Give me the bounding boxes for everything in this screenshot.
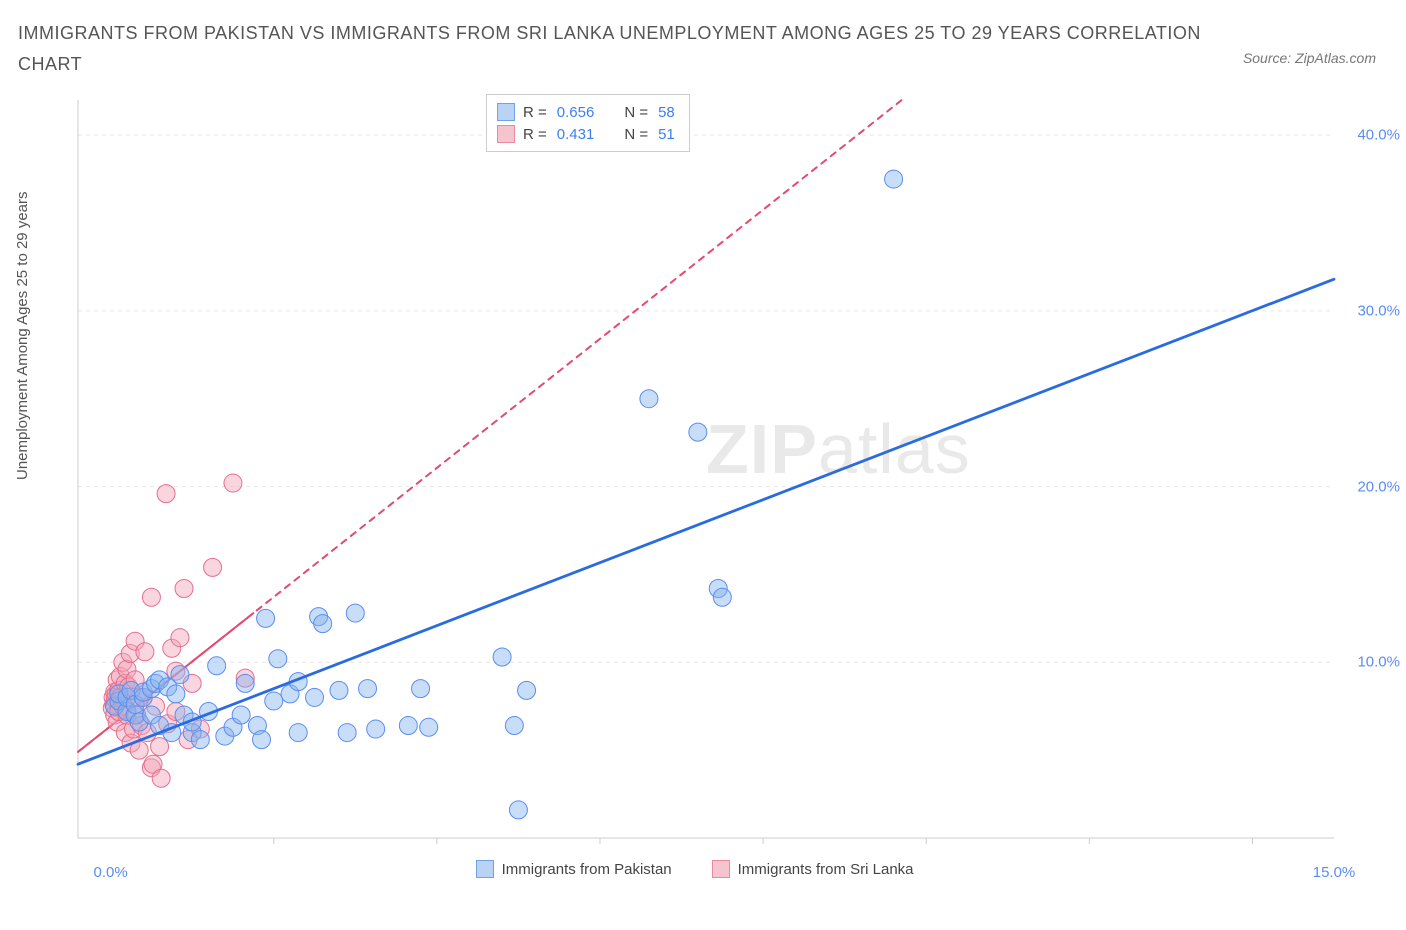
- legend-swatch: [497, 103, 515, 121]
- legend-n-label: N =: [624, 104, 648, 121]
- chart-title: IMMIGRANTS FROM PAKISTAN VS IMMIGRANTS F…: [18, 18, 1246, 79]
- legend-item: Immigrants from Pakistan: [476, 860, 672, 878]
- legend-item: Immigrants from Sri Lanka: [712, 860, 914, 878]
- legend-n-label: N =: [624, 126, 648, 143]
- legend-r-value: 0.656: [557, 104, 595, 121]
- legend-correlation: R = 0.656 N = 58 R = 0.431 N = 51: [486, 94, 690, 152]
- legend-r-value: 0.431: [557, 126, 595, 143]
- legend-label: Immigrants from Sri Lanka: [738, 861, 914, 878]
- y-tick-label: 20.0%: [1357, 478, 1400, 495]
- y-tick-label: 30.0%: [1357, 302, 1400, 319]
- legend-series: Immigrants from Pakistan Immigrants from …: [476, 860, 914, 878]
- x-tick-label: 0.0%: [94, 864, 128, 881]
- legend-swatch: [497, 125, 515, 143]
- scatter-chart-svg: [66, 90, 1346, 850]
- legend-r-label: R =: [523, 104, 547, 121]
- x-tick-label: 15.0%: [1313, 864, 1356, 881]
- chart-area: ZIPatlas R =0.656N =58R =0.431N =51 Immi…: [66, 90, 1346, 850]
- legend-row: R = 0.656 N = 58: [497, 101, 675, 123]
- legend-swatch: [712, 860, 730, 878]
- legend-r-label: R =: [523, 126, 547, 143]
- legend-label: Immigrants from Pakistan: [502, 861, 672, 878]
- source-credit: Source: ZipAtlas.com: [1243, 50, 1376, 66]
- legend-swatch: [476, 860, 494, 878]
- legend-n-value: 58: [658, 104, 675, 121]
- y-tick-label: 40.0%: [1357, 127, 1400, 144]
- legend-n-value: 51: [658, 126, 675, 143]
- y-tick-label: 10.0%: [1357, 654, 1400, 671]
- legend-row: R = 0.431 N = 51: [497, 123, 675, 145]
- y-axis-label: Unemployment Among Ages 25 to 29 years: [14, 191, 31, 480]
